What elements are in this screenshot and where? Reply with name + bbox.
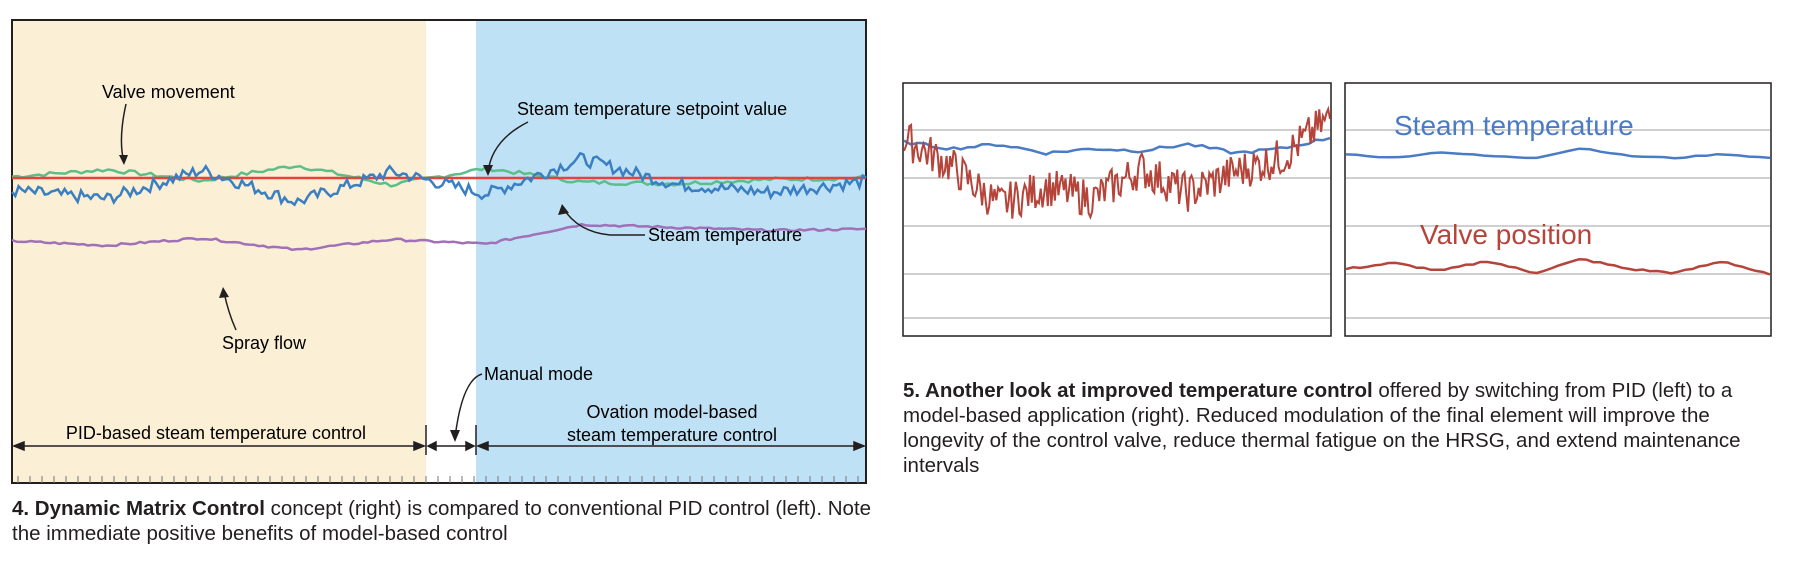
ovation-label-2: steam temperature control <box>567 425 777 445</box>
manual-mode-arrow <box>454 373 483 439</box>
pid-region-label: PID-based steam temperature control <box>66 423 366 443</box>
pid-region-bg <box>12 20 426 483</box>
figure4-frame <box>11 19 867 484</box>
setpoint-arrowhead-icon <box>483 165 493 176</box>
ovation-region-bg <box>476 20 866 483</box>
right-steam-line <box>1345 147 1771 160</box>
figure5-caption-body: offered by switching from PID (left) to … <box>903 379 1741 477</box>
left-steam-line <box>903 136 1331 156</box>
figure5-right-panel: Steam temperature Valve position <box>1344 82 1772 337</box>
spray-flow-label: Spray flow <box>222 333 307 353</box>
figure4-caption: 4. Dynamic Matrix Control concept (right… <box>12 496 872 546</box>
right-valve-line <box>1345 257 1771 276</box>
region-dimension-lines <box>11 425 867 455</box>
steam-temperature-series-label: Steam temperature <box>1394 110 1634 141</box>
manual-region-bg <box>426 20 476 483</box>
manual-arrowhead-icon <box>450 430 460 442</box>
figure4-chart: Valve movement Steam temperature setpoin… <box>11 19 867 484</box>
figure4-caption-title: 4. Dynamic Matrix Control <box>12 497 265 520</box>
figure5-caption-title: 5. Another look at improved temperature … <box>903 379 1373 402</box>
right-gridlines <box>1346 129 1770 319</box>
valve-movement-label: Valve movement <box>102 82 235 102</box>
setpoint-label: Steam temperature setpoint value <box>517 99 787 119</box>
bottom-ticks <box>17 476 859 483</box>
steam-arrowhead-icon <box>558 204 569 215</box>
manual-mode-label: Manual mode <box>484 364 593 384</box>
figure4-caption-body: concept (right) is compared to conventio… <box>12 497 872 545</box>
figure5-left-panel <box>902 82 1332 337</box>
ovation-label-1: Ovation model-based <box>586 402 757 422</box>
spray-flow-line <box>11 222 867 252</box>
valve-arrowhead-icon <box>119 155 128 165</box>
left-valve-line <box>903 105 1331 220</box>
valve-position-series-label: Valve position <box>1420 219 1592 250</box>
valve-movement-line <box>11 164 867 188</box>
figure5-caption: 5. Another look at improved temperature … <box>903 378 1773 478</box>
spray-arrowhead-icon <box>219 287 229 298</box>
steam-temperature-label: Steam temperature <box>648 225 802 245</box>
steam-temperature-line <box>11 151 867 207</box>
